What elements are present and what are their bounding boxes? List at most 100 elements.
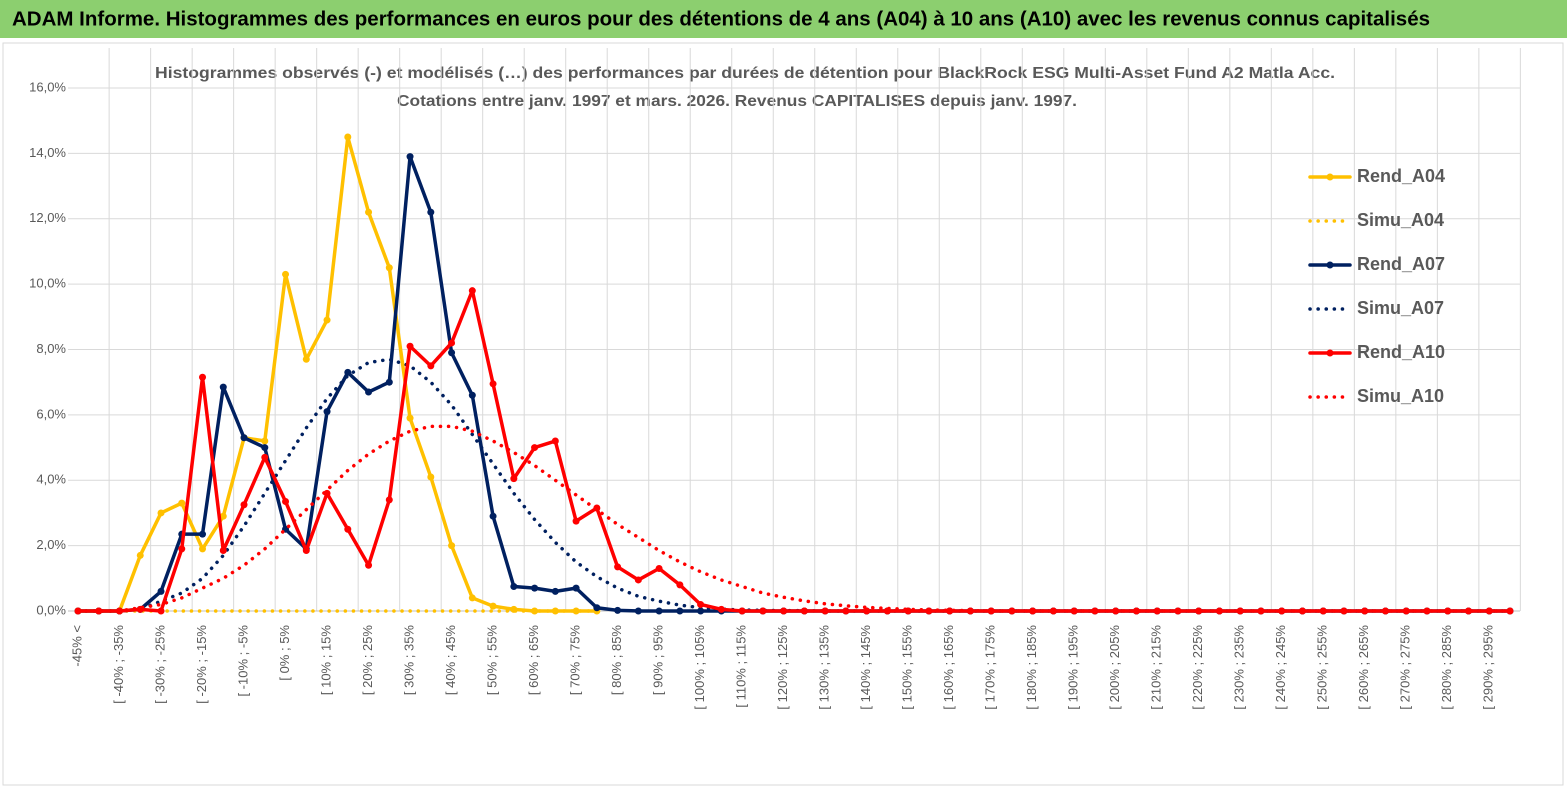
legend-label: Simu_A07	[1357, 298, 1444, 318]
data-point	[1029, 607, 1037, 615]
y-tick-label: 12,0%	[29, 210, 66, 225]
data-point	[1464, 607, 1472, 615]
data-point	[136, 551, 144, 559]
data-point	[323, 408, 331, 416]
legend-label: Rend_A07	[1357, 254, 1445, 274]
x-tick-label: [ 30% ; 35%	[401, 625, 416, 696]
data-point	[219, 547, 227, 555]
x-tick-label: [ 40% ; 45%	[443, 625, 458, 696]
data-point	[1132, 607, 1140, 615]
data-point	[1423, 607, 1431, 615]
data-point	[1506, 607, 1514, 615]
data-point	[468, 594, 476, 602]
legend-label: Simu_A04	[1357, 210, 1444, 230]
x-tick-label: [ 270% ; 275%	[1398, 625, 1413, 710]
x-tick-label: [ 70% ; 75%	[568, 625, 583, 696]
data-point	[1361, 607, 1369, 615]
data-point	[427, 362, 435, 370]
data-point	[344, 525, 352, 533]
data-point	[551, 437, 559, 445]
data-point	[261, 444, 269, 452]
x-tick-label: [ 220% ; 225%	[1190, 625, 1205, 710]
data-point	[987, 607, 995, 615]
data-point	[157, 607, 165, 615]
x-tick-label: [ 170% ; 175%	[983, 625, 998, 710]
data-point	[759, 607, 767, 615]
data-point	[697, 600, 705, 608]
data-point	[406, 342, 414, 350]
data-point	[261, 453, 269, 461]
data-point	[800, 607, 808, 615]
x-tick-label: [ 210% ; 215%	[1149, 625, 1164, 710]
data-point	[676, 607, 684, 615]
data-point	[614, 606, 622, 614]
data-point	[282, 497, 290, 505]
data-point	[344, 133, 352, 141]
legend-label: Rend_A04	[1357, 166, 1445, 186]
data-point	[240, 501, 248, 509]
x-tick-label: [ 200% ; 205%	[1107, 625, 1122, 710]
data-point	[261, 437, 269, 445]
data-point	[531, 607, 539, 615]
data-point	[448, 542, 456, 550]
data-point	[676, 581, 684, 589]
data-point	[240, 434, 248, 442]
series-line	[76, 424, 1512, 613]
data-point	[323, 489, 331, 497]
x-tick-label: [ -10% ; -5%	[235, 625, 250, 697]
data-point	[572, 607, 580, 615]
y-tick-label: 0,0%	[36, 602, 66, 617]
data-point	[157, 587, 165, 595]
data-point	[634, 576, 642, 584]
data-point	[468, 391, 476, 399]
data-point	[510, 582, 518, 590]
y-tick-label: 2,0%	[36, 537, 66, 552]
x-tick-label: [ 260% ; 265%	[1356, 625, 1371, 710]
data-point	[1174, 607, 1182, 615]
x-tick-label: [ 10% ; 15%	[318, 625, 333, 696]
x-tick-label: [ 280% ; 285%	[1439, 625, 1454, 710]
data-point	[1236, 607, 1244, 615]
chart-frame	[2, 42, 1564, 786]
y-tick-label: 6,0%	[36, 406, 66, 421]
data-point	[510, 475, 518, 483]
data-point	[1381, 607, 1389, 615]
x-tick-label: [ 250% ; 255%	[1315, 625, 1330, 710]
x-tick-label: [ 130% ; 135%	[817, 625, 832, 710]
data-point	[427, 473, 435, 481]
x-tick-label: -45% <	[69, 625, 84, 667]
chart-subtitle: Cotations entre janv. 1997 et mars. 2026…	[397, 93, 1077, 110]
data-point	[842, 607, 850, 615]
legend-label: Simu_A10	[1357, 386, 1444, 406]
data-point	[406, 414, 414, 422]
data-point	[323, 316, 331, 324]
legend-label: Rend_A10	[1357, 342, 1445, 362]
data-point	[946, 607, 954, 615]
y-tick-label: 10,0%	[29, 276, 66, 291]
data-point	[157, 509, 165, 517]
y-tick-label: 4,0%	[36, 472, 66, 487]
x-tick-label: [ 150% ; 155%	[900, 625, 915, 710]
header-band	[0, 0, 1567, 38]
x-tick-label: [ 20% ; 25%	[360, 625, 375, 696]
data-point	[365, 388, 373, 396]
data-point	[199, 545, 207, 553]
x-tick-label: [ 110% ; 115%	[734, 625, 749, 708]
data-point	[697, 607, 705, 615]
data-point	[531, 444, 539, 452]
data-point	[655, 565, 663, 573]
chart-title: Histogrammes observés (-) et modélisés (…	[155, 65, 1335, 82]
data-point	[717, 605, 725, 613]
x-tick-label: [ 0% ; 5%	[277, 625, 292, 681]
data-point	[489, 512, 497, 520]
x-tick-label: [ 80% ; 85%	[609, 625, 624, 696]
data-point	[1049, 607, 1057, 615]
legend-marker	[1326, 261, 1334, 269]
x-tick-label: [ 190% ; 195%	[1066, 625, 1081, 710]
legend-marker	[1326, 349, 1334, 357]
data-point	[344, 368, 352, 376]
data-point	[572, 584, 580, 592]
y-tick-label: 8,0%	[36, 341, 66, 356]
data-point	[634, 607, 642, 615]
series-line	[76, 357, 1512, 613]
